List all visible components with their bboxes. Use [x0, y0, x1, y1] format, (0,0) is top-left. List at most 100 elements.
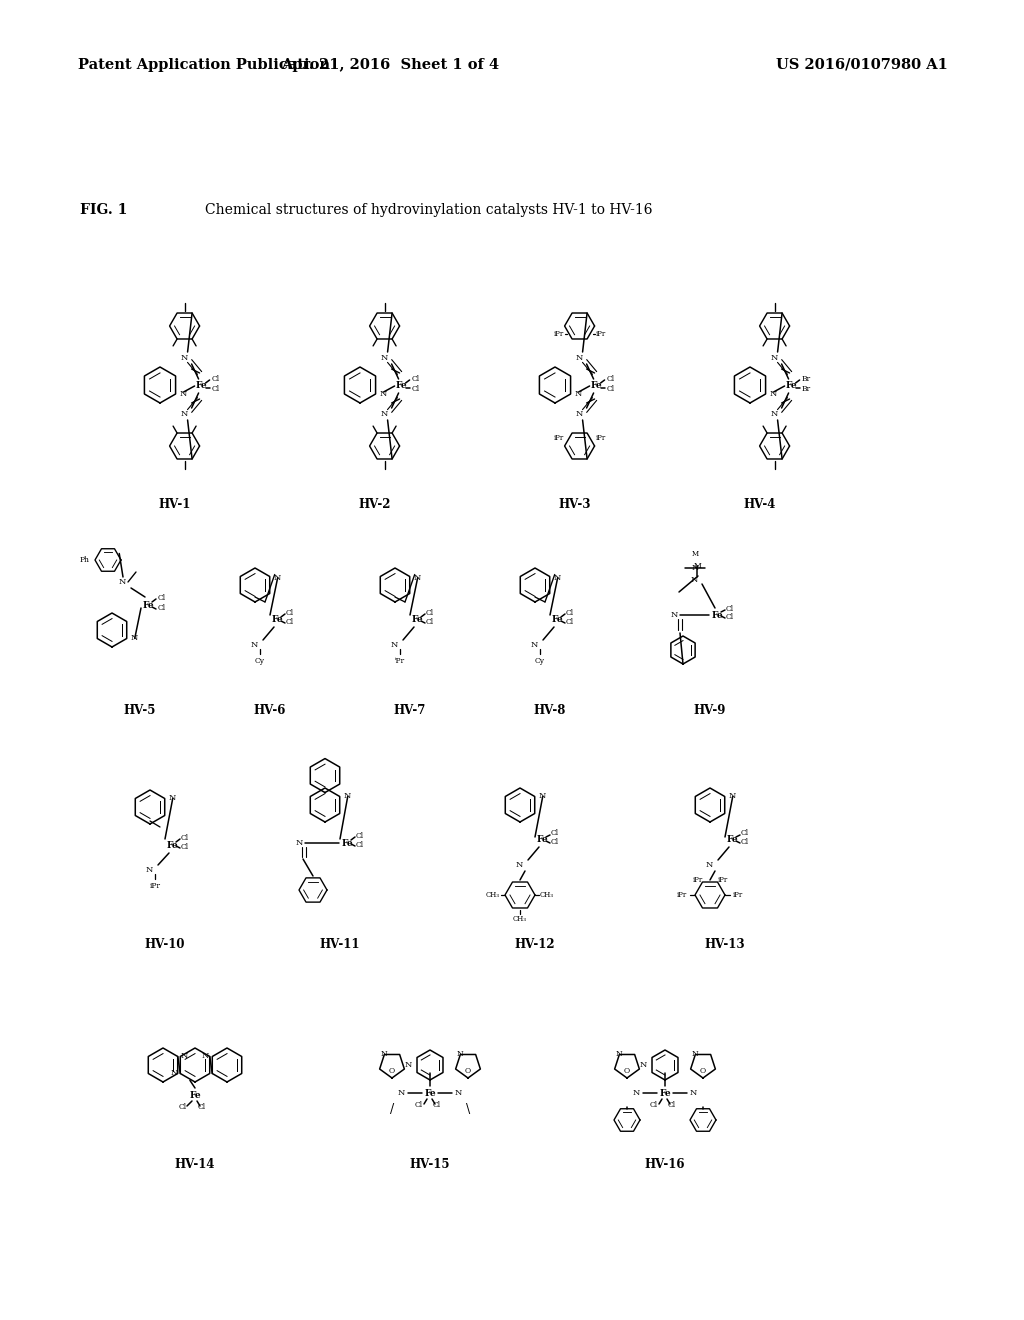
Text: N: N [530, 642, 538, 649]
Text: Fe: Fe [412, 615, 423, 624]
Text: Fe: Fe [785, 381, 798, 391]
Text: CH₃: CH₃ [540, 891, 554, 899]
Text: HV-16: HV-16 [645, 1159, 685, 1172]
Text: Cl: Cl [412, 375, 420, 383]
Text: N: N [770, 354, 777, 362]
Text: N: N [575, 354, 583, 362]
Text: Cl: Cl [181, 843, 189, 851]
Text: HV-9: HV-9 [694, 704, 726, 717]
Text: N: N [344, 792, 351, 800]
Text: iPr: iPr [150, 882, 161, 890]
Text: Chemical structures of hydrovinylation catalysts HV-1 to HV-16: Chemical structures of hydrovinylation c… [205, 203, 652, 216]
Text: N: N [706, 861, 713, 869]
Text: Cy: Cy [535, 657, 545, 665]
Text: HV-1: HV-1 [159, 499, 191, 511]
Text: N: N [690, 1089, 697, 1097]
Text: N: N [131, 635, 138, 643]
Text: Fe: Fe [196, 381, 208, 391]
Text: Cl: Cl [412, 385, 420, 393]
Text: Cl: Cl [286, 618, 294, 626]
Text: Cl: Cl [566, 609, 574, 616]
Text: N: N [640, 1061, 647, 1069]
Text: Fe: Fe [712, 610, 723, 619]
Text: iPr: iPr [553, 434, 563, 442]
Text: FIG. 1: FIG. 1 [80, 203, 127, 216]
Text: Cl: Cl [212, 385, 220, 393]
Text: HV-15: HV-15 [410, 1159, 451, 1172]
Text: N: N [381, 1051, 388, 1059]
Text: Fe: Fe [341, 838, 353, 847]
Text: iPr: iPr [677, 891, 687, 899]
Text: Patent Application Publication: Patent Application Publication [78, 58, 330, 73]
Text: iPr: iPr [596, 434, 606, 442]
Text: Cl: Cl [181, 834, 189, 842]
Text: HV-6: HV-6 [254, 704, 286, 717]
Text: N: N [404, 1061, 412, 1069]
Text: O: O [389, 1067, 395, 1074]
Text: HV-13: HV-13 [705, 939, 745, 952]
Text: Cl: Cl [606, 385, 614, 393]
Text: Cl: Cl [668, 1101, 676, 1109]
Text: N: N [119, 578, 126, 586]
Text: Cl: Cl [415, 1101, 423, 1109]
Text: HV-8: HV-8 [534, 704, 566, 717]
Text: iPr: iPr [692, 875, 702, 883]
Text: Fe: Fe [591, 381, 602, 391]
Text: HV-14: HV-14 [175, 1159, 215, 1172]
Text: iPr: iPr [733, 891, 743, 899]
Text: HV-11: HV-11 [319, 939, 360, 952]
Text: N: N [380, 354, 388, 362]
Text: Cl: Cl [212, 375, 220, 383]
Text: N: N [671, 611, 678, 619]
Text: N: N [380, 411, 388, 418]
Text: /: / [390, 1104, 394, 1117]
Text: N: N [616, 1051, 623, 1059]
Text: \: \ [466, 1104, 470, 1117]
Text: Apr. 21, 2016  Sheet 1 of 4: Apr. 21, 2016 Sheet 1 of 4 [281, 58, 499, 73]
Text: Br: Br [802, 385, 811, 393]
Text: N: N [554, 574, 561, 582]
Text: N: N [202, 1052, 209, 1060]
Text: Cy: Cy [255, 657, 265, 665]
Text: O: O [624, 1067, 630, 1074]
Text: HV-4: HV-4 [743, 499, 776, 511]
Text: Cl: Cl [158, 605, 166, 612]
Text: M: M [691, 550, 698, 558]
Text: N: N [390, 642, 398, 649]
Text: N: N [179, 389, 187, 399]
Text: iPr: iPr [553, 330, 563, 338]
Text: N: N [633, 1089, 640, 1097]
Text: N: N [539, 792, 546, 800]
Text: M: M [693, 562, 700, 570]
Text: Cl: Cl [606, 375, 614, 383]
Text: Fe: Fe [537, 836, 548, 845]
Text: Fe: Fe [424, 1089, 436, 1097]
Text: N: N [575, 411, 583, 418]
Text: Cl: Cl [286, 609, 294, 616]
Text: Cl: Cl [726, 605, 734, 612]
Text: Cl: Cl [356, 841, 365, 849]
Text: N: N [457, 1051, 464, 1059]
Text: Cl: Cl [551, 829, 559, 837]
Text: Cl: Cl [179, 1104, 187, 1111]
Text: Cl: Cl [158, 594, 166, 602]
Text: Fe: Fe [271, 615, 283, 624]
Text: N: N [180, 411, 187, 418]
Text: N: N [169, 795, 176, 803]
Text: Fe: Fe [395, 381, 408, 391]
Text: N: N [574, 389, 582, 399]
Text: O: O [465, 1067, 471, 1074]
Text: Cl: Cl [426, 609, 434, 616]
Text: Fe: Fe [551, 615, 563, 624]
Text: Fe: Fe [189, 1090, 201, 1100]
Text: Ph: Ph [80, 556, 90, 564]
Text: HV-10: HV-10 [144, 939, 185, 952]
Text: Cl: Cl [741, 829, 750, 837]
Text: N: N [380, 389, 387, 399]
Text: CH₃: CH₃ [513, 915, 527, 923]
Text: Fe: Fe [659, 1089, 671, 1097]
Text: Fe: Fe [166, 841, 178, 850]
Text: N: N [171, 1069, 178, 1077]
Text: Cl: Cl [198, 1104, 206, 1111]
Text: N: N [414, 574, 421, 582]
